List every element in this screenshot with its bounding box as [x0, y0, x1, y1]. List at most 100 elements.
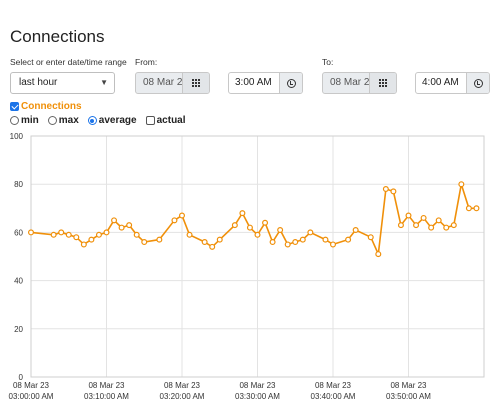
data-point: [95, 231, 102, 238]
to-time-field[interactable]: 4:00 AM: [415, 72, 490, 94]
min-radio[interactable]: [10, 116, 19, 125]
data-point: [179, 212, 186, 219]
x-tick-time: 03:00:00 AM: [9, 392, 54, 401]
data-point: [126, 222, 133, 229]
clock-icon: [473, 78, 483, 88]
x-tick-time: 03:40:00 AM: [311, 392, 356, 401]
to-date-picker-button[interactable]: [369, 73, 396, 93]
from-time-picker-button[interactable]: [279, 73, 302, 93]
data-point: [111, 217, 118, 224]
y-tick-label: 100: [10, 132, 24, 141]
connections-label: Connections: [21, 101, 82, 112]
x-tick-date: 08 Mar 23: [239, 381, 276, 390]
from-time-field[interactable]: 3:00 AM: [228, 72, 303, 94]
max-radio[interactable]: [47, 116, 57, 125]
agg-option-max[interactable]: max: [47, 115, 79, 126]
from-label: From:: [135, 57, 158, 67]
average-label: average: [98, 115, 137, 126]
data-point: [118, 224, 125, 231]
data-point: [367, 234, 374, 241]
from-time-value: 3:00 AM: [235, 77, 272, 88]
data-point: [50, 231, 57, 238]
clock-icon: [286, 78, 296, 88]
x-tick-time: 03:10:00 AM: [84, 392, 129, 401]
min-label: min: [21, 115, 39, 126]
chevron-down-icon: ▼: [100, 78, 108, 87]
actual-checkbox[interactable]: [145, 116, 155, 125]
data-point: [322, 236, 329, 243]
data-point: [450, 222, 457, 229]
data-point: [413, 222, 420, 229]
aggregation-options: min max average actual: [10, 115, 195, 126]
data-point: [420, 214, 427, 221]
x-tick-date: 08 Mar 23: [390, 381, 427, 390]
y-tick-label: 80: [14, 180, 23, 189]
from-date-value: 08 Mar 23: [143, 77, 183, 88]
data-point: [171, 217, 178, 224]
max-label: max: [58, 115, 79, 126]
connections-chart: 0 20 40 60 80 100 08 Mar 23 03:00:00 AM 08 Mar 2…: [9, 132, 485, 401]
data-point: [390, 188, 397, 195]
agg-option-min[interactable]: min: [10, 115, 39, 126]
data-point: [246, 224, 253, 231]
data-point: [435, 217, 442, 224]
to-time-picker-button[interactable]: [466, 73, 489, 93]
to-time-value: 4:00 AM: [422, 77, 459, 88]
data-point: [428, 224, 435, 231]
data-point: [28, 229, 35, 236]
x-tick-date: 08 Mar 23: [13, 381, 50, 390]
data-point: [307, 229, 314, 236]
agg-option-average[interactable]: average: [87, 115, 137, 126]
data-point: [465, 205, 472, 212]
data-point: [269, 239, 276, 246]
y-tick-label: 0: [19, 373, 24, 382]
connections-checkbox[interactable]: [10, 102, 19, 111]
data-point: [209, 243, 216, 250]
plot-frame: [30, 135, 485, 378]
from-date-field[interactable]: 08 Mar 23: [135, 72, 210, 94]
data-point: [262, 219, 269, 226]
data-point: [352, 226, 359, 233]
data-point: [299, 236, 306, 243]
to-label: To:: [322, 57, 334, 67]
data-point: [58, 229, 65, 236]
actual-label: actual: [156, 115, 186, 126]
data-point: [80, 241, 87, 248]
data-point: [292, 239, 299, 246]
x-tick-time: 03:50:00 AM: [386, 392, 431, 401]
range-select-value: last hour: [19, 77, 58, 88]
average-radio[interactable]: [87, 116, 97, 125]
range-select[interactable]: last hour ▼: [10, 72, 115, 94]
to-date-field[interactable]: 08 Mar 23: [322, 72, 397, 94]
x-tick-date: 08 Mar 23: [164, 381, 201, 390]
connections-toggle[interactable]: Connections: [10, 101, 82, 112]
x-tick-time: 03:30:00 AM: [235, 392, 280, 401]
to-date-value: 08 Mar 23: [330, 77, 370, 88]
range-label: Select or enter date/time range: [10, 57, 127, 67]
data-point: [458, 181, 465, 188]
data-point: [254, 231, 261, 238]
data-point: [186, 231, 193, 238]
y-tick-label: 40: [14, 277, 23, 286]
data-point: [345, 236, 352, 243]
data-point: [141, 239, 148, 246]
data-point: [216, 236, 223, 243]
x-tick-date: 08 Mar 23: [88, 381, 125, 390]
data-point: [103, 229, 110, 236]
data-point: [156, 236, 163, 243]
data-point: [330, 241, 337, 248]
series-line: [30, 183, 477, 258]
calendar-grid-icon: [191, 78, 201, 88]
y-tick-label: 60: [14, 228, 23, 237]
data-point: [473, 205, 480, 212]
data-point: [133, 231, 140, 238]
data-point: [405, 212, 412, 219]
data-point: [277, 226, 284, 233]
agg-option-actual[interactable]: actual: [145, 115, 186, 126]
data-point: [201, 239, 208, 246]
data-point: [73, 234, 80, 241]
data-point: [231, 222, 238, 229]
data-point: [375, 251, 382, 258]
data-point: [382, 186, 389, 193]
from-date-picker-button[interactable]: [182, 73, 209, 93]
